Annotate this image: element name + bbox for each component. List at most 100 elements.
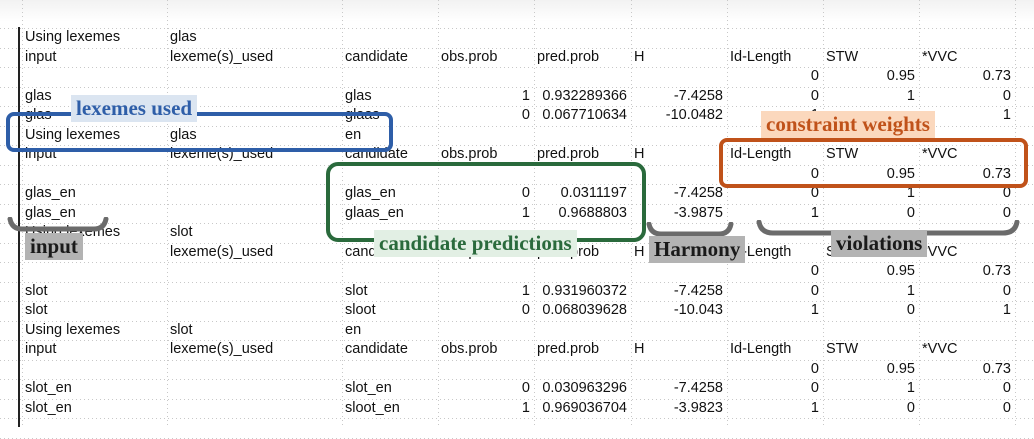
cell-input[interactable]: glas_en bbox=[25, 185, 76, 201]
cell-id-length[interactable]: 1 bbox=[810, 204, 819, 221]
cell-pred-prob[interactable]: 0.931960372 bbox=[542, 282, 627, 299]
cell-vvc[interactable]: 0 bbox=[1002, 204, 1011, 221]
cell-harmony[interactable]: -3.9823 bbox=[673, 399, 723, 416]
cell-stw[interactable]: 0.95 bbox=[886, 360, 915, 377]
cell-pred-prob[interactable]: 0.932289366 bbox=[542, 87, 627, 104]
cell-pred-prob[interactable]: pred.prob bbox=[537, 146, 600, 162]
cell-stw[interactable] bbox=[826, 321, 919, 341]
cell-candidate[interactable]: sloot bbox=[345, 302, 376, 318]
cell-stw[interactable]: 1 bbox=[906, 380, 915, 396]
cell-candidate[interactable] bbox=[345, 67, 438, 87]
cell-id-length[interactable]: 0 bbox=[810, 282, 819, 299]
cell-harmony[interactable]: -7.4258 bbox=[673, 185, 723, 201]
cell-pred-prob[interactable]: 0.9688803 bbox=[558, 204, 627, 221]
cell-vvc[interactable]: *VVC bbox=[922, 48, 958, 65]
cell-obs-prob[interactable]: obs.prob bbox=[441, 146, 498, 162]
cell-vvc[interactable]: *VVC bbox=[922, 243, 958, 260]
cell-id-length[interactable]: Id-Length bbox=[730, 341, 792, 357]
cell-id-length[interactable]: 1 bbox=[810, 302, 819, 318]
cell-pred-prob[interactable]: 0.068039628 bbox=[542, 302, 627, 318]
cell-lexemes[interactable] bbox=[170, 379, 342, 399]
cell-candidate[interactable] bbox=[345, 360, 438, 380]
cell-vvc[interactable]: 0 bbox=[1002, 282, 1011, 299]
cell-harmony[interactable] bbox=[634, 165, 727, 185]
cell-obs-prob[interactable]: 0 bbox=[521, 107, 530, 123]
cell-lexemes[interactable]: slot bbox=[170, 224, 193, 240]
cell-harmony[interactable]: -7.4258 bbox=[673, 87, 723, 104]
cell-id-length[interactable] bbox=[730, 321, 823, 341]
cell-id-length[interactable]: 0 bbox=[810, 185, 819, 201]
cell-input[interactable]: Using lexemes bbox=[25, 126, 121, 143]
cell-id-length[interactable]: 1 bbox=[810, 399, 819, 416]
cell-candidate[interactable]: glas_en bbox=[345, 185, 396, 201]
cell-candidate[interactable]: en bbox=[345, 126, 362, 143]
cell-lexemes[interactable]: lexeme(s)_used bbox=[170, 243, 274, 260]
cell-obs-prob[interactable]: 1 bbox=[521, 282, 530, 299]
cell-input[interactable]: glas bbox=[25, 87, 52, 104]
cell-input[interactable]: Using lexemes bbox=[25, 321, 121, 338]
cell-input[interactable]: slot bbox=[25, 302, 48, 318]
cell-stw[interactable]: STW bbox=[826, 48, 859, 65]
cell-stw[interactable]: 0 bbox=[906, 204, 915, 221]
cell-harmony[interactable] bbox=[634, 360, 727, 380]
cell-vvc[interactable]: 0 bbox=[1002, 380, 1011, 396]
cell-vvc[interactable]: 1 bbox=[1002, 107, 1011, 123]
cell-id-length[interactable]: 0 bbox=[810, 360, 819, 377]
cell-pred-prob[interactable] bbox=[537, 67, 631, 87]
cell-input[interactable] bbox=[25, 360, 167, 380]
cell-harmony[interactable] bbox=[634, 262, 727, 282]
cell-input[interactable]: input bbox=[25, 341, 57, 357]
cell-pred-prob[interactable] bbox=[537, 126, 631, 146]
cell-candidate[interactable]: slot_en bbox=[345, 380, 392, 396]
cell-pred-prob[interactable]: pred.prob bbox=[537, 341, 600, 357]
cell-stw[interactable]: 0.95 bbox=[886, 68, 915, 84]
cell-vvc[interactable] bbox=[922, 321, 1015, 341]
cell-obs-prob[interactable] bbox=[441, 28, 534, 48]
cell-lexemes[interactable] bbox=[170, 204, 342, 224]
cell-candidate[interactable]: sloot_en bbox=[345, 399, 400, 416]
cell-lexemes[interactable]: lexeme(s)_used bbox=[170, 341, 274, 357]
cell-stw[interactable]: STW bbox=[826, 341, 859, 357]
cell-harmony[interactable]: H bbox=[634, 341, 645, 357]
cell-input[interactable]: glas_en bbox=[25, 204, 76, 221]
cell-lexemes[interactable]: glas bbox=[170, 29, 197, 45]
cell-obs-prob[interactable] bbox=[441, 321, 534, 341]
cell-harmony[interactable]: -10.043 bbox=[673, 302, 723, 318]
cell-obs-prob[interactable]: 0 bbox=[521, 185, 530, 201]
cell-harmony[interactable] bbox=[634, 321, 727, 341]
cell-stw[interactable]: 0.95 bbox=[886, 165, 915, 182]
cell-obs-prob[interactable] bbox=[441, 262, 534, 282]
cell-lexemes[interactable] bbox=[170, 165, 342, 185]
cell-stw[interactable]: 1 bbox=[906, 87, 915, 104]
cell-id-length[interactable]: 0 bbox=[810, 87, 819, 104]
cell-input[interactable] bbox=[25, 165, 167, 185]
cell-lexemes[interactable]: slot bbox=[170, 321, 193, 338]
cell-id-length[interactable]: Id-Length bbox=[730, 146, 792, 162]
cell-harmony[interactable]: -10.0482 bbox=[665, 107, 723, 123]
cell-vvc[interactable]: 0 bbox=[1002, 185, 1011, 201]
cell-pred-prob[interactable]: 0.0311197 bbox=[560, 185, 627, 201]
cell-input[interactable]: input bbox=[25, 48, 57, 65]
cell-lexemes[interactable] bbox=[170, 301, 342, 321]
cell-lexemes[interactable] bbox=[170, 184, 342, 204]
cell-vvc[interactable]: 0.73 bbox=[982, 165, 1011, 182]
cell-input[interactable]: slot_en bbox=[25, 399, 72, 416]
cell-lexemes[interactable]: glas bbox=[170, 126, 197, 143]
cell-lexemes[interactable] bbox=[170, 262, 342, 282]
cell-harmony[interactable] bbox=[634, 67, 727, 87]
cell-pred-prob[interactable]: 0.067710634 bbox=[542, 107, 627, 123]
cell-stw[interactable]: STW bbox=[826, 146, 859, 162]
cell-candidate[interactable]: en bbox=[345, 321, 362, 338]
cell-obs-prob[interactable]: obs.prob bbox=[441, 341, 498, 357]
cell-obs-prob[interactable]: 0 bbox=[521, 302, 530, 318]
cell-obs-prob[interactable] bbox=[441, 67, 534, 87]
cell-stw[interactable]: 1 bbox=[906, 282, 915, 299]
cell-obs-prob[interactable] bbox=[441, 360, 534, 380]
cell-stw[interactable] bbox=[826, 28, 919, 48]
cell-vvc[interactable] bbox=[922, 28, 1015, 48]
cell-lexemes[interactable] bbox=[170, 360, 342, 380]
cell-pred-prob[interactable]: 0.030963296 bbox=[542, 380, 627, 396]
cell-obs-prob[interactable]: 1 bbox=[521, 87, 530, 104]
cell-stw[interactable]: 0 bbox=[906, 399, 915, 416]
cell-harmony[interactable]: -3.9875 bbox=[673, 204, 723, 221]
